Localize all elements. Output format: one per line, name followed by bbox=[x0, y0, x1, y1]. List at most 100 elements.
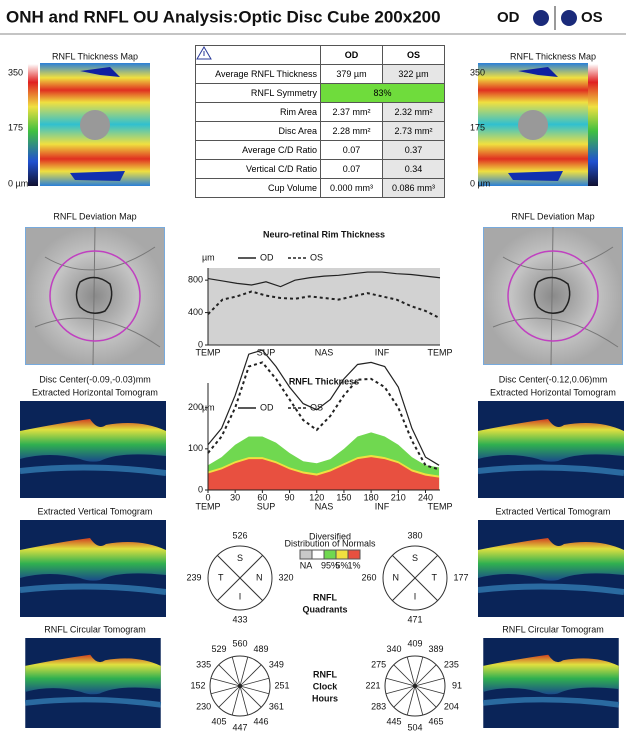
table-cell: Average C/D Ratio bbox=[196, 141, 321, 160]
warning-icon bbox=[196, 46, 212, 60]
color-bar bbox=[28, 64, 38, 186]
x-tick-label: 90 bbox=[285, 492, 295, 502]
quadrant-value: 471 bbox=[407, 614, 422, 624]
region-label: SUP bbox=[257, 501, 276, 511]
quadrant-letter: N bbox=[393, 572, 400, 582]
table-row: Vertical C/D Ratio0.070.34 bbox=[196, 160, 445, 179]
thickness-map bbox=[40, 63, 150, 186]
clock-value: 465 bbox=[428, 717, 443, 727]
clock-center bbox=[413, 684, 417, 688]
quadrant-value: 260 bbox=[361, 572, 376, 582]
quadrant-value: 380 bbox=[407, 530, 422, 540]
table-cell: 0.086 mm³ bbox=[383, 179, 445, 198]
clock-value: 283 bbox=[371, 701, 386, 711]
clock-value: 275 bbox=[371, 659, 386, 669]
chart-title: RNFL Thickness bbox=[289, 376, 359, 386]
clock-value: 504 bbox=[407, 722, 422, 732]
disc-center: Disc Center(-0.09,-0.03)mm bbox=[39, 374, 151, 384]
region-label: TEMP bbox=[195, 347, 220, 357]
distribution-cell bbox=[300, 550, 312, 559]
deviation-map bbox=[483, 227, 623, 365]
horizontal-tomogram bbox=[20, 401, 166, 498]
region-label: TEMP bbox=[427, 501, 452, 511]
vertical-tomogram bbox=[478, 520, 624, 617]
deviation-map-title: RNFL Deviation Map bbox=[511, 211, 594, 221]
region-label: TEMP bbox=[195, 501, 220, 511]
table-cell bbox=[196, 46, 321, 65]
quadrant-letter: S bbox=[412, 553, 418, 563]
color-bar bbox=[588, 64, 598, 186]
circular-title: RNFL Circular Tomogram bbox=[44, 624, 146, 634]
od-label: OD bbox=[497, 9, 520, 26]
table-cell: Disc Area bbox=[196, 122, 321, 141]
table-cell: 2.32 mm² bbox=[383, 103, 445, 122]
clock-title: RNFL bbox=[313, 669, 337, 679]
clock-center bbox=[238, 684, 242, 688]
scale-label: 175 bbox=[470, 122, 485, 132]
clock-value: 152 bbox=[190, 680, 205, 690]
table-row: Cup Volume0.000 mm³0.086 mm³ bbox=[196, 179, 445, 198]
quadrant-letter: I bbox=[239, 592, 242, 602]
legend-label: OD bbox=[260, 252, 274, 262]
table-cell: 0.000 mm³ bbox=[321, 179, 383, 198]
clock-title: Clock bbox=[313, 681, 339, 691]
quadrant-letter: N bbox=[256, 572, 263, 582]
region-label: NAS bbox=[315, 347, 334, 357]
scale-label: 350 bbox=[470, 67, 485, 77]
horizontal-title: Extracted Horizontal Tomogram bbox=[32, 387, 158, 397]
clock-value: 235 bbox=[444, 659, 459, 669]
quadrant-value: 433 bbox=[232, 614, 247, 624]
quadrant-title: RNFL bbox=[313, 592, 337, 602]
region-label: INF bbox=[375, 347, 390, 357]
table-cell: 322 µm bbox=[383, 65, 445, 84]
chart-title: Neuro-retinal Rim Thickness bbox=[263, 229, 385, 239]
quadrant-letter: T bbox=[431, 572, 437, 582]
table-cell: 83% bbox=[321, 84, 445, 103]
table-cell: 2.28 mm² bbox=[321, 122, 383, 141]
y-tick-label: 200 bbox=[188, 402, 203, 412]
clock-value: 91 bbox=[452, 680, 462, 690]
quadrant-title: Quadrants bbox=[302, 604, 347, 614]
clock-value: 529 bbox=[211, 644, 226, 654]
region-label: NAS bbox=[315, 501, 334, 511]
table-cell: 0.37 bbox=[383, 141, 445, 160]
table-cell: OD bbox=[321, 46, 383, 65]
scale-label: 0 µm bbox=[8, 178, 28, 188]
distribution-cell bbox=[348, 550, 360, 559]
table-cell: RNFL Symmetry bbox=[196, 84, 321, 103]
horizontal-tomogram bbox=[478, 401, 624, 498]
clock-value: 251 bbox=[274, 680, 289, 690]
clock-value: 204 bbox=[444, 701, 459, 711]
table-cell: Vertical C/D Ratio bbox=[196, 160, 321, 179]
clock-value: 361 bbox=[269, 701, 284, 711]
table-cell: 0.07 bbox=[321, 160, 383, 179]
clock-value: 447 bbox=[232, 722, 247, 732]
circular-tomogram bbox=[483, 638, 618, 728]
clock-value: 221 bbox=[365, 680, 380, 690]
region-label: SUP bbox=[257, 347, 276, 357]
vertical-title: Extracted Vertical Tomogram bbox=[38, 506, 153, 516]
plot-background bbox=[208, 268, 440, 345]
circular-tomogram bbox=[25, 638, 160, 728]
clock-value: 230 bbox=[196, 701, 211, 711]
region-label: INF bbox=[375, 501, 390, 511]
thickness-map bbox=[478, 63, 588, 186]
table-cell: 2.37 mm² bbox=[321, 103, 383, 122]
legend-label: OS bbox=[310, 402, 323, 412]
disc-center: Disc Center(-0.12,0.06)mm bbox=[499, 374, 608, 384]
clock-value: 349 bbox=[269, 659, 284, 669]
table-header: ODOS bbox=[196, 46, 445, 65]
scale-label: 0 µm bbox=[470, 178, 490, 188]
clock-value: 340 bbox=[386, 644, 401, 654]
clock-title: Hours bbox=[312, 693, 338, 703]
distribution-title: Distribution of Normals bbox=[284, 538, 376, 548]
distribution-cell bbox=[312, 550, 324, 559]
quadrant-letter: I bbox=[414, 592, 417, 602]
y-tick-label: 100 bbox=[188, 443, 203, 453]
y-tick-label: 800 bbox=[188, 275, 203, 285]
table-cell: Rim Area bbox=[196, 103, 321, 122]
x-tick-label: 30 bbox=[230, 492, 240, 502]
x-tick-label: 150 bbox=[336, 492, 351, 502]
y-tick-label: 0 bbox=[198, 484, 203, 494]
